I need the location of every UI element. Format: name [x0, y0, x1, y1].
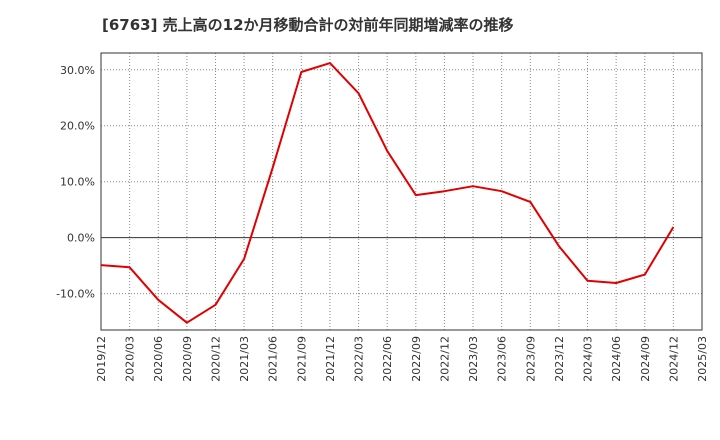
x-tick-label: 2023/09	[524, 336, 537, 382]
x-tick-label: 2019/12	[95, 336, 108, 382]
y-tick-label: 10.0%	[60, 176, 95, 189]
x-tick-label: 2021/03	[238, 336, 251, 382]
x-tick-label: 2023/06	[496, 336, 509, 382]
x-tick-label: 2021/09	[295, 336, 308, 382]
x-tick-label: 2021/12	[324, 336, 337, 382]
x-tick-label: 2023/03	[467, 336, 480, 382]
x-tick-label: 2022/12	[438, 336, 451, 382]
chart-title: [6763] 売上高の12か月移動合計の対前年同期増減率の推移	[102, 16, 514, 34]
x-tick-label: 2024/09	[639, 336, 652, 382]
y-axis-ticks: 30.0% 20.0% 10.0% 0.0% -10.0%	[56, 64, 95, 301]
x-tick-label: 2020/03	[124, 336, 137, 382]
y-tick-label: 20.0%	[60, 120, 95, 133]
x-tick-label: 2020/09	[181, 336, 194, 382]
x-tick-label: 2020/12	[209, 336, 222, 382]
x-tick-label: 2024/03	[582, 336, 595, 382]
x-tick-label: 2022/03	[353, 336, 366, 382]
x-tick-label: 2020/06	[152, 336, 165, 382]
x-tick-label: 2024/12	[667, 336, 680, 382]
x-tick-label: 2025/03	[696, 336, 709, 382]
plot-frame	[100, 52, 703, 331]
x-tick-label: 2024/06	[610, 336, 623, 382]
y-tick-label: 30.0%	[60, 64, 95, 77]
y-tick-label: -10.0%	[56, 288, 95, 301]
axes	[100, 52, 703, 331]
x-tick-label: 2022/09	[410, 336, 423, 382]
y-tick-label: 0.0%	[67, 232, 95, 245]
plot-area	[101, 53, 702, 330]
x-tick-label: 2022/06	[381, 336, 394, 382]
series-line	[100, 62, 675, 324]
series-group	[100, 62, 675, 324]
x-tick-label: 2023/12	[553, 336, 566, 382]
x-tick-label: 2021/06	[267, 336, 280, 382]
x-axis-ticks: 2019/12 2020/03 2020/06 2020/09 2020/12 2021/…	[95, 336, 709, 382]
